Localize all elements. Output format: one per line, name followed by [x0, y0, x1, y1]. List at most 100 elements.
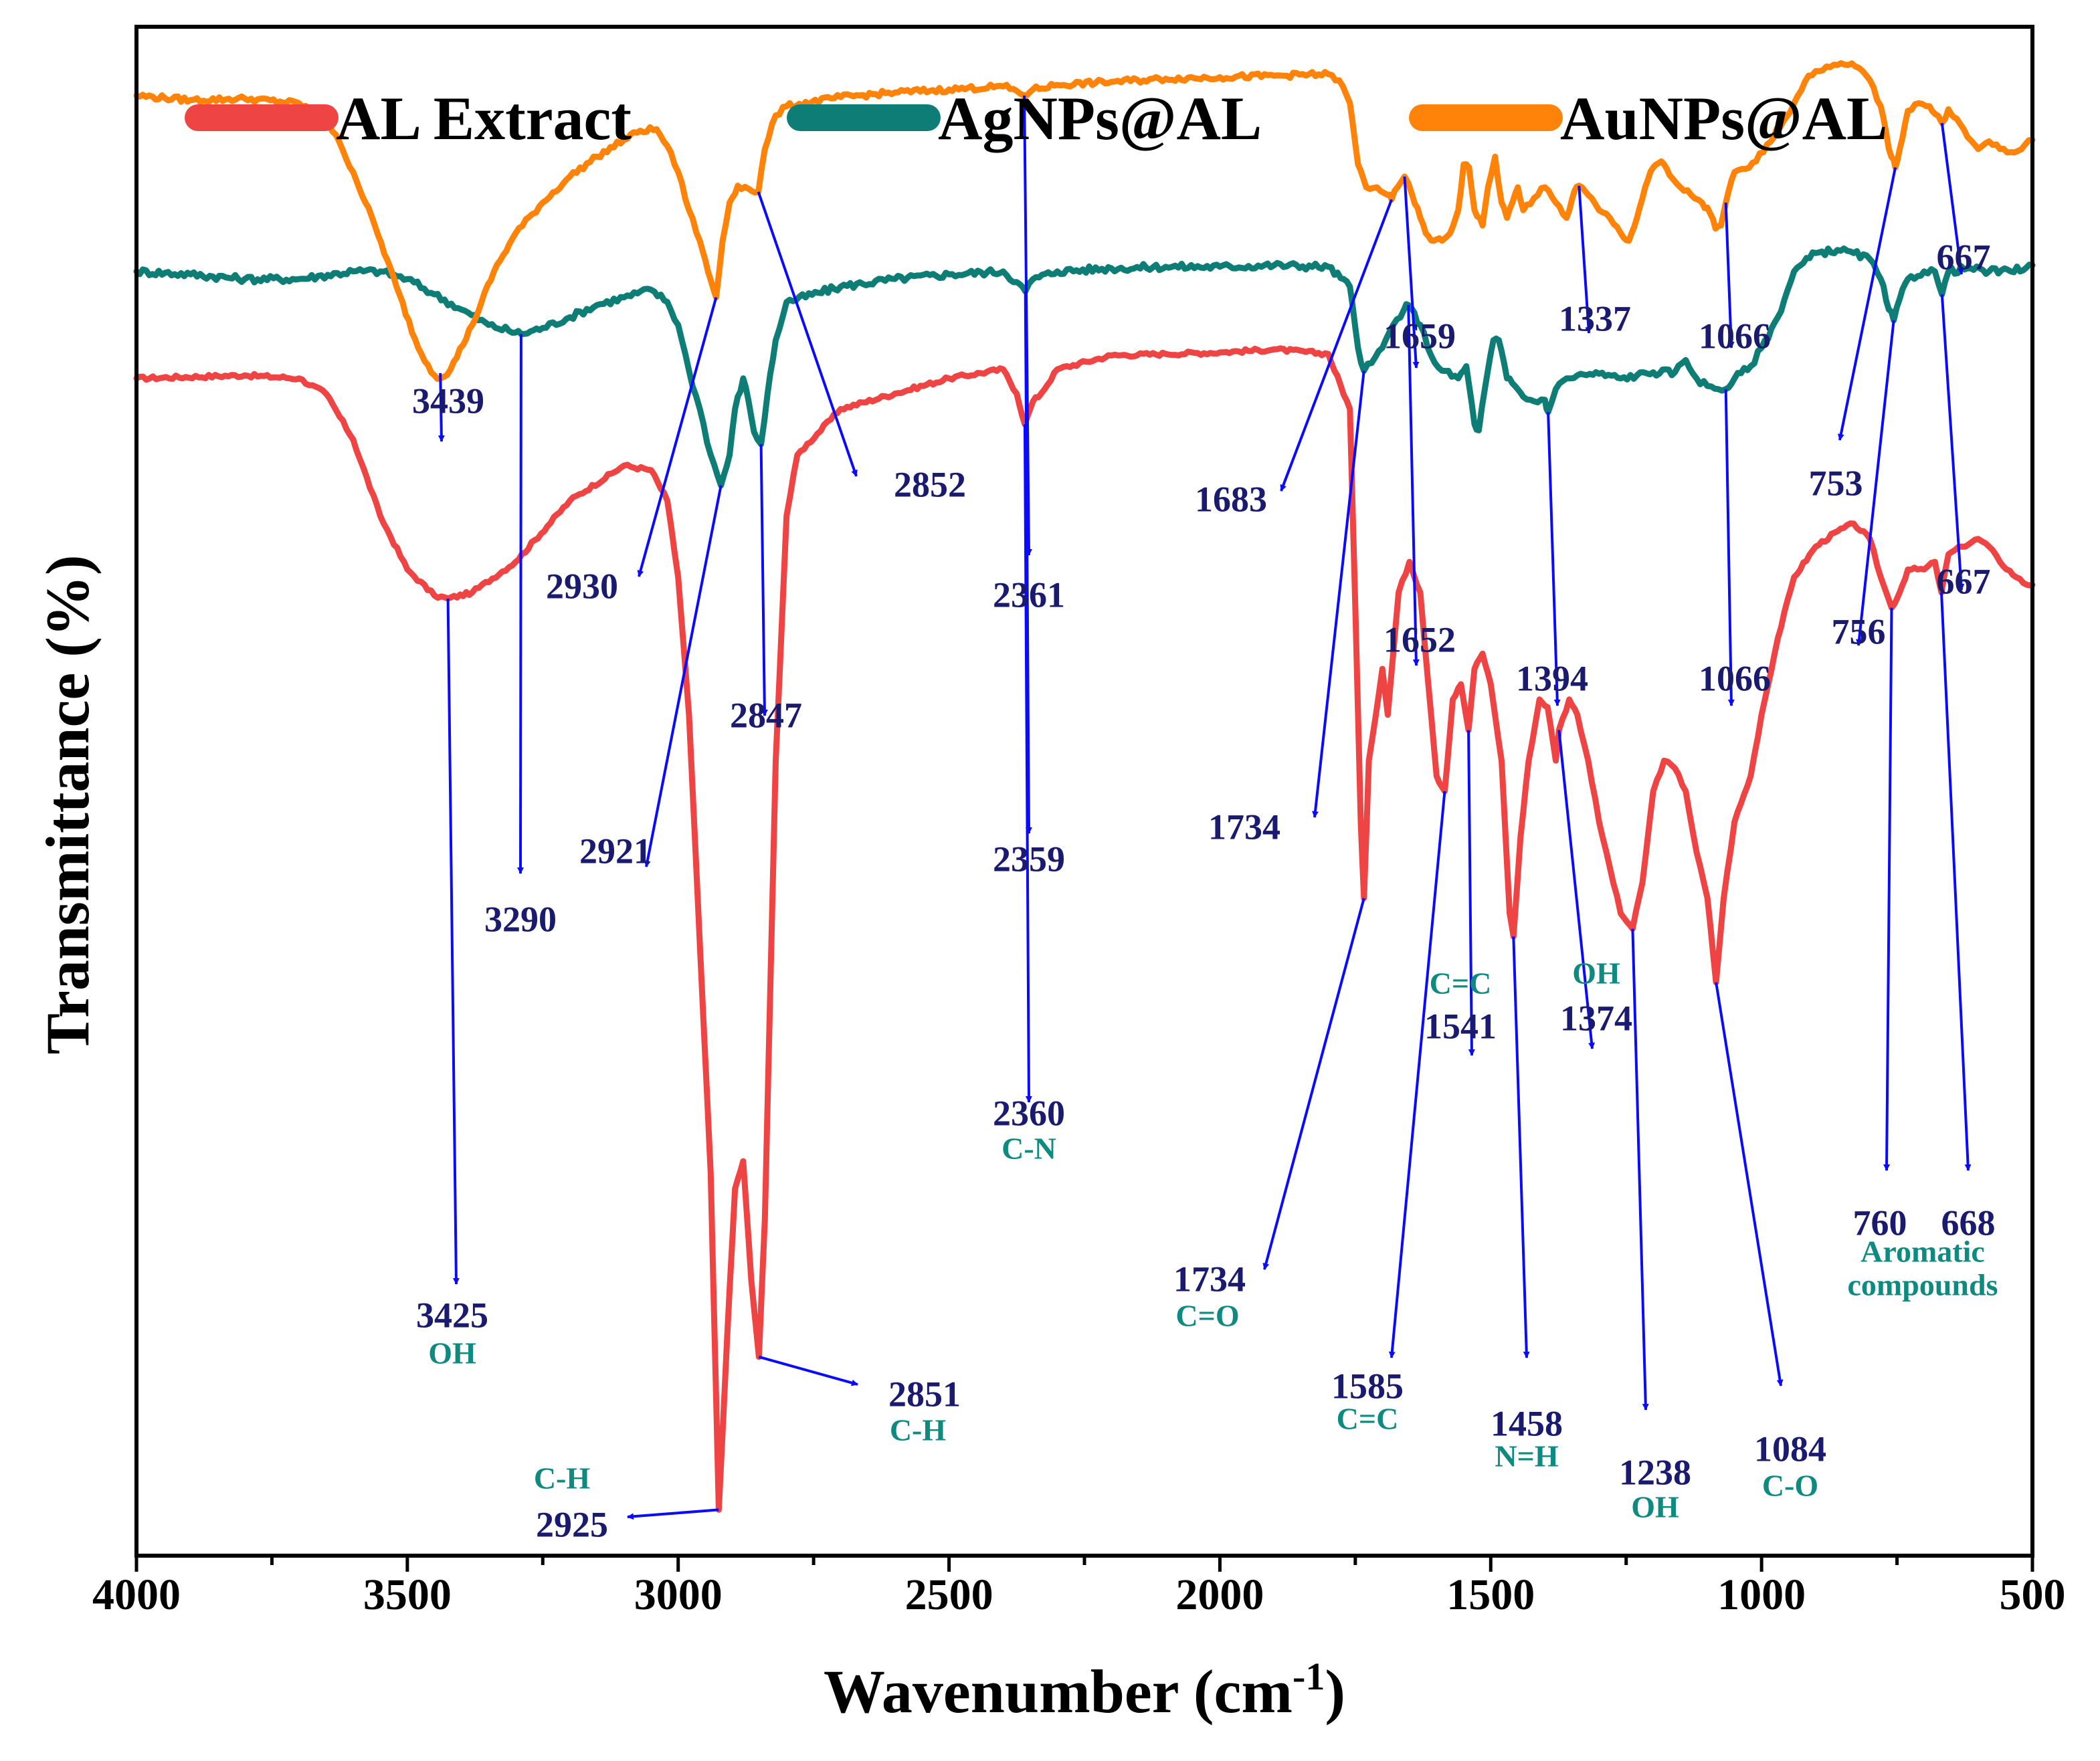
peak-label-al-extract-1238: 1238	[1619, 1452, 1691, 1492]
peak-arrow-agnps-al-2847	[759, 444, 768, 716]
peak-arrow-al-extract-2925	[627, 1508, 719, 1520]
peak-label-aunps-al-2852: 2852	[894, 464, 966, 504]
group-label-al-extract-1458: N=H	[1495, 1439, 1558, 1473]
peak-label-aunps-al-1337: 1337	[1559, 298, 1631, 338]
y-axis-title: Transmittance (%)	[33, 555, 102, 1055]
peak-arrow-al-extract-1541	[1467, 730, 1475, 1056]
peak-arrow-al-extract-1458	[1512, 936, 1530, 1358]
peak-arrow-agnps-al-3290	[517, 334, 524, 874]
x-tick-label-2000: 2000	[1175, 1570, 1264, 1619]
peak-label-agnps-al-3290: 3290	[484, 899, 557, 939]
peak-arrow-al-extract-760	[1883, 607, 1893, 1171]
annotation-labels: 3439 2930 2852 2361 1683 1659 1337 1066 753 667 32…	[412, 237, 1998, 1544]
peak-label-agnps-al-667: 667	[1937, 561, 1991, 601]
x-tick-label-500: 500	[2000, 1570, 2066, 1619]
peak-label-aunps-al-753: 753	[1809, 463, 1863, 503]
peak-label-aunps-al-3439: 3439	[412, 381, 484, 421]
group-note-line-1: Aromatic	[1860, 1235, 1985, 1269]
annotation-arrows	[438, 95, 1972, 1520]
x-axis-title-close: )	[1325, 1657, 1345, 1726]
peak-label-al-extract-1374: 1374	[1560, 998, 1632, 1038]
peak-label-al-extract-2360: 2360	[993, 1093, 1065, 1133]
peak-arrow-aunps-al-1683	[1280, 199, 1393, 492]
axes: 4000 3500 3000 2500 2000 1500 1000 500 Wavenumbe…	[33, 25, 2066, 1726]
series-line-agnps-al	[133, 245, 2036, 489]
peak-label-aunps-al-2930: 2930	[546, 566, 618, 606]
peak-label-agnps-al-2847: 2847	[730, 695, 802, 735]
peak-arrow-aunps-al-3439	[438, 373, 445, 442]
group-label-al-extract-1585: C=C	[1337, 1402, 1399, 1436]
peak-label-agnps-al-2921: 2921	[579, 831, 652, 871]
x-tick-label-1000: 1000	[1717, 1570, 1806, 1619]
peak-label-agnps-al-2359: 2359	[993, 839, 1065, 879]
x-axis-title-superscript: -1	[1293, 1655, 1325, 1698]
peak-arrow-al-extract-1734	[1262, 898, 1365, 1270]
peak-arrow-agnps-al-1066	[1724, 389, 1735, 706]
peak-arrow-aunps-al-1066	[1724, 202, 1735, 348]
peak-label-al-extract-1084: 1084	[1754, 1429, 1826, 1469]
group-label-al-extract-2360: C-N	[1001, 1132, 1056, 1166]
legend-label-aunps-al: AuNPs@AL	[1560, 84, 1887, 152]
legend-label-agnps-al: AgNPs@AL	[938, 84, 1262, 152]
group-label-al-extract-3425: OH	[428, 1336, 476, 1370]
group-label-al-extract-1734: C=O	[1175, 1299, 1239, 1333]
peak-arrow-al-extract-1084	[1715, 982, 1784, 1386]
peak-label-aunps-al-1066: 1066	[1699, 316, 1771, 356]
peak-label-agnps-al-1066: 1066	[1699, 658, 1771, 698]
peak-arrow-aunps-al-1337	[1578, 185, 1592, 334]
x-tick-label-2500: 2500	[905, 1570, 993, 1619]
peak-arrow-aunps-al-667	[1940, 122, 1964, 275]
group-label-al-extract-1084: C-O	[1762, 1469, 1818, 1503]
group-label-al-extract-1374: OH	[1572, 956, 1620, 991]
group-label-al-extract-1541: C=C	[1430, 966, 1492, 1001]
peak-arrow-al-extract-3425	[446, 598, 460, 1285]
x-tick-label-3000: 3000	[634, 1570, 723, 1619]
x-tick-label-4000: 4000	[92, 1570, 181, 1619]
peak-arrow-al-extract-1585	[1388, 791, 1446, 1358]
peak-label-aunps-al-2361: 2361	[993, 575, 1065, 615]
peak-arrow-agnps-al-667	[1940, 294, 1965, 591]
peak-arrow-al-extract-2360	[1023, 424, 1032, 1103]
peak-label-al-extract-1734: 1734	[1173, 1259, 1246, 1299]
group-note-line-2: compounds	[1848, 1268, 1998, 1302]
peak-label-al-extract-2851: 2851	[888, 1374, 961, 1414]
peak-label-agnps-al-1652: 1652	[1383, 619, 1456, 659]
peak-arrow-agnps-al-2921	[644, 485, 723, 867]
peak-arrow-agnps-al-1652	[1407, 305, 1420, 666]
peak-label-aunps-al-1659: 1659	[1383, 316, 1456, 356]
peak-arrow-al-extract-1238	[1631, 928, 1649, 1411]
peak-label-al-extract-1541: 1541	[1424, 1006, 1497, 1046]
peak-arrow-agnps-al-2359	[1024, 291, 1032, 834]
peak-label-al-extract-2925: 2925	[536, 1504, 608, 1544]
x-axis-title: Wavenumber (cm-1)	[824, 1655, 1345, 1726]
peak-label-al-extract-1458: 1458	[1491, 1403, 1563, 1443]
peak-label-al-extract-760: 760	[1853, 1203, 1907, 1243]
peak-arrow-aunps-al-1659	[1403, 176, 1420, 369]
group-label-al-extract-2851: C-H	[890, 1413, 947, 1447]
x-axis-title-main: Wavenumber (cm	[824, 1657, 1293, 1726]
peak-arrow-agnps-al-1394	[1547, 412, 1561, 706]
series-line-al-extract	[133, 345, 2036, 1513]
peak-arrow-aunps-al-753	[1837, 167, 1897, 441]
peak-label-al-extract-668: 668	[1941, 1203, 1996, 1243]
peak-arrow-aunps-al-2852	[757, 191, 858, 477]
peak-arrow-al-extract-668	[1940, 592, 1972, 1171]
peak-arrow-al-extract-1374	[1557, 730, 1596, 1049]
series-traces	[133, 60, 2036, 1513]
peak-label-agnps-al-1734: 1734	[1208, 807, 1280, 847]
peak-arrow-al-extract-2851	[758, 1355, 858, 1386]
peak-label-aunps-al-1683: 1683	[1195, 479, 1267, 519]
peak-label-al-extract-1585: 1585	[1331, 1366, 1404, 1406]
peak-label-al-extract-3425: 3425	[416, 1295, 488, 1335]
peak-arrow-agnps-al-1734	[1312, 371, 1365, 818]
group-label-al-extract-1238: OH	[1631, 1490, 1679, 1524]
series-line-aunps-al	[133, 60, 2036, 382]
legend: AL Extract AgNPs@AL AuNPs@AL	[185, 84, 1887, 152]
x-tick-label-1500: 1500	[1446, 1570, 1535, 1619]
peak-label-agnps-al-1394: 1394	[1516, 658, 1588, 698]
peak-arrow-agnps-al-756	[1855, 320, 1895, 646]
peak-label-agnps-al-756: 756	[1832, 611, 1886, 651]
peak-label-aunps-al-667: 667	[1937, 237, 1991, 277]
legend-label-al-extract: AL Extract	[336, 84, 632, 152]
